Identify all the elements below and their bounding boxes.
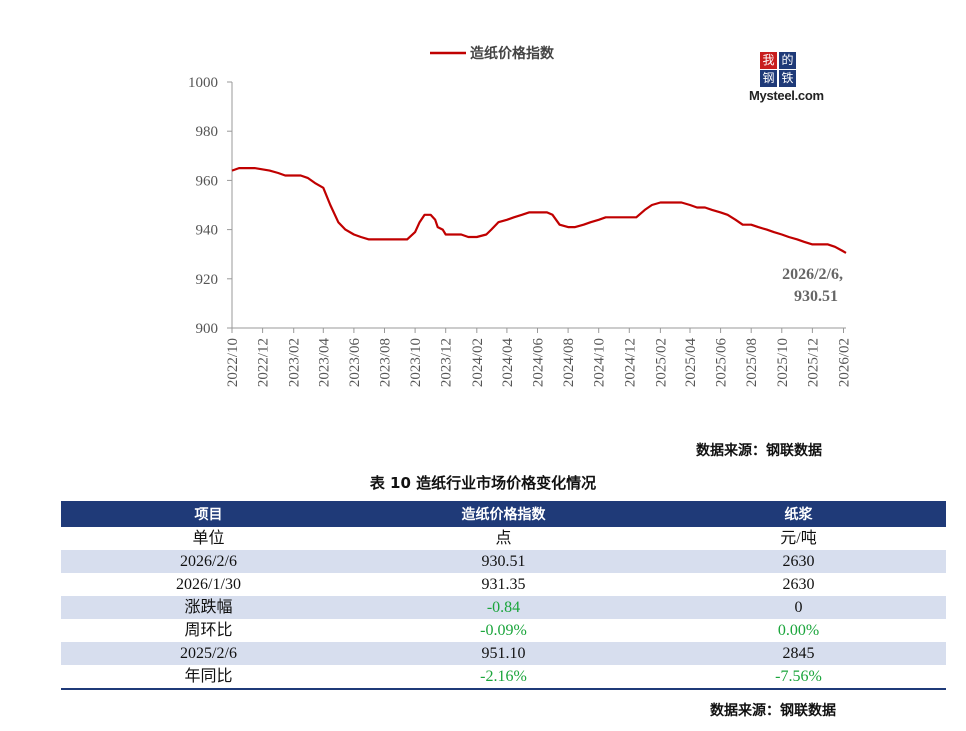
table-row: 周环比 -0.09% 0.00% — [61, 619, 946, 642]
legend-label: 造纸价格指数 — [470, 45, 555, 62]
cell-index: 点 — [495, 530, 512, 547]
logo-text: Mysteel.com — [749, 88, 824, 103]
annotation-value: 930.51 — [794, 288, 838, 305]
cell-index: -0.84 — [356, 596, 651, 619]
cell-pulp: 0.00% — [777, 622, 820, 639]
cell-pulp: 2630 — [651, 550, 946, 573]
table-title: 表 10 造纸行业市场价格变化情况 — [369, 474, 597, 492]
cell-index: 930.51 — [356, 550, 651, 573]
logo-char: 的 — [779, 52, 796, 69]
y-tick-label: 980 — [196, 124, 219, 140]
y-tick-label: 960 — [196, 173, 219, 189]
x-tick-label: 2023/10 — [408, 338, 424, 387]
cell-pulp: 2630 — [782, 576, 815, 593]
logo-char: 铁 — [779, 70, 796, 87]
cell-label: 单位 — [192, 530, 225, 547]
y-tick-label: 900 — [196, 321, 219, 337]
chart-svg: 900 920 940 960 980 1000 2022/10 2022/12 2023/02… — [188, 45, 852, 388]
mysteel-logo: 我 的 钢 铁 Mysteel.com — [748, 50, 832, 108]
header-item: 项目 — [61, 501, 356, 527]
table-row: 单位 点 元/吨 — [61, 527, 946, 550]
x-tick-label: 2023/08 — [377, 338, 393, 387]
x-tick-label: 2026/02 — [836, 338, 852, 387]
cell-label: 周环比 — [184, 622, 233, 639]
x-tick-label: 2023/04 — [316, 338, 332, 388]
x-tick-label: 2022/10 — [225, 338, 241, 387]
source-note-top: 数据来源：钢联数据 — [696, 443, 822, 459]
x-tick-label: 2024/02 — [470, 338, 486, 387]
header-pulp: 纸浆 — [651, 501, 946, 527]
logo-char: 钢 — [760, 70, 777, 87]
header-index: 造纸价格指数 — [356, 501, 651, 527]
table-row: 2026/2/6 930.51 2630 — [61, 550, 946, 573]
cell-label: 涨跌幅 — [61, 596, 356, 619]
y-tick-label: 940 — [196, 223, 219, 239]
cell-index: -2.16% — [356, 665, 651, 690]
source-note-bottom: 数据来源：钢联数据 — [710, 703, 836, 719]
x-tick-label: 2025/08 — [744, 338, 760, 387]
x-tick-label: 2025/06 — [714, 338, 730, 388]
cell-pulp: 0 — [651, 596, 946, 619]
price-table: 项目 造纸价格指数 纸浆 单位 点 元/吨 2026/2/6 930.51 26… — [61, 501, 946, 690]
cell-index: -0.09% — [480, 622, 527, 639]
x-tick-label: 2024/08 — [561, 338, 577, 387]
price-index-chart: 900 920 940 960 980 1000 2022/10 2022/12 2023/02… — [188, 45, 852, 388]
x-tick-label: 2024/10 — [592, 338, 608, 387]
x-tick-label: 2023/12 — [439, 338, 455, 387]
y-tick-label: 1000 — [188, 75, 218, 91]
table-row: 年同比 -2.16% -7.56% — [61, 665, 946, 690]
series-line — [231, 167, 847, 254]
x-tick-label: 2025/04 — [683, 338, 699, 388]
x-tick-label: 2025/12 — [805, 338, 821, 387]
cell-index: 951.10 — [356, 642, 651, 665]
x-tick-label: 2023/02 — [287, 338, 303, 387]
cell-label: 年同比 — [61, 665, 356, 690]
cell-index: 931.35 — [481, 576, 526, 593]
x-tick-label: 2024/12 — [622, 338, 638, 387]
cell-pulp: -7.56% — [651, 665, 946, 690]
cell-pulp: 元/吨 — [780, 530, 817, 547]
annotation-date: 2026/2/6, — [782, 266, 843, 283]
x-tick-label: 2024/04 — [500, 338, 516, 388]
table-row: 涨跌幅 -0.84 0 — [61, 596, 946, 619]
x-tick-label: 2025/10 — [775, 338, 791, 387]
x-tick-label: 2024/06 — [530, 338, 546, 388]
cell-label: 2026/1/30 — [176, 576, 241, 593]
cell-pulp: 2845 — [651, 642, 946, 665]
x-tick-label: 2023/06 — [347, 338, 363, 388]
y-tick-label: 920 — [196, 272, 219, 288]
cell-label: 2025/2/6 — [61, 642, 356, 665]
table-row: 2025/2/6 951.10 2845 — [61, 642, 946, 665]
table-header-row: 项目 造纸价格指数 纸浆 — [61, 501, 946, 527]
logo-char: 我 — [760, 52, 777, 69]
table-row: 2026/1/30 931.35 2630 — [61, 573, 946, 596]
cell-label: 2026/2/6 — [61, 550, 356, 573]
x-tick-label: 2022/12 — [256, 338, 272, 387]
x-tick-label: 2025/02 — [653, 338, 669, 387]
